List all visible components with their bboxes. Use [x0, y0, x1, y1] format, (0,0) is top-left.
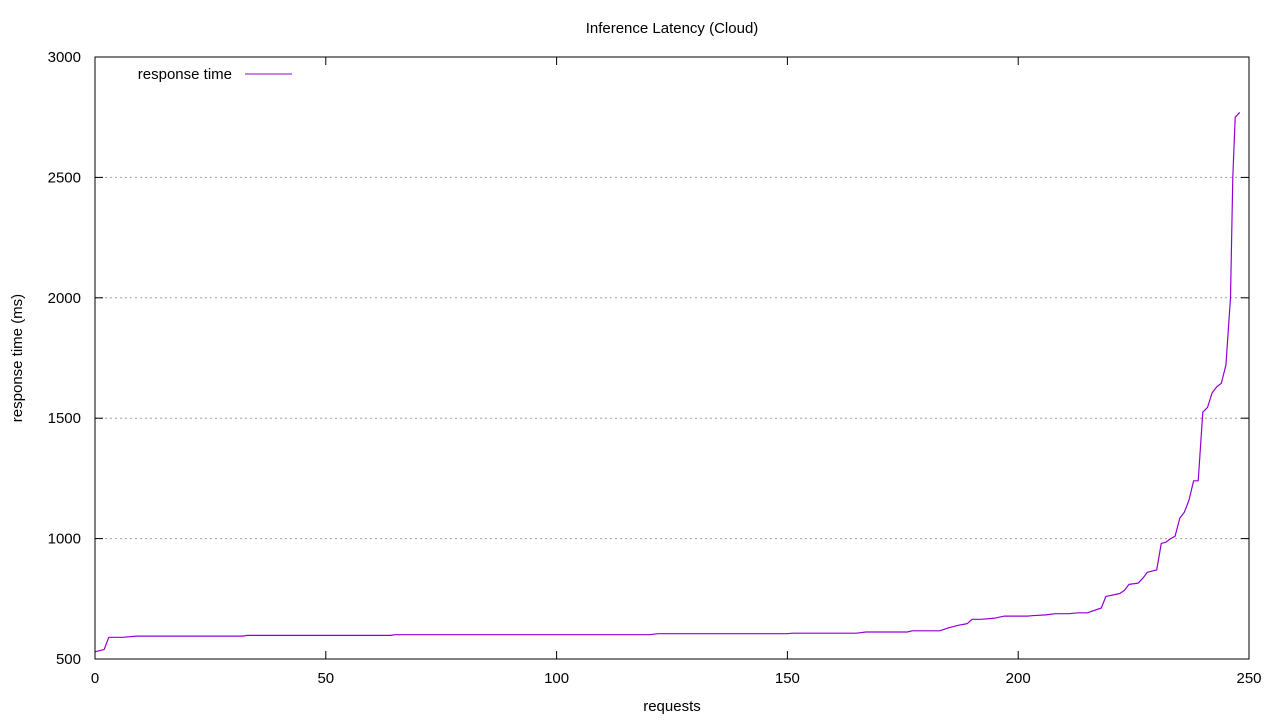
- series-layer: [94, 111, 1241, 653]
- y-tick-label: 2000: [48, 290, 81, 307]
- plot-frame: [94, 56, 1250, 660]
- x-axis-title: requests: [643, 698, 701, 715]
- legend: response time: [138, 66, 292, 83]
- x-tick-label: 100: [544, 670, 569, 687]
- chart-title: Inference Latency (Cloud): [586, 20, 759, 37]
- series-line-response-time: [94, 111, 1241, 653]
- x-tick-label: 200: [1006, 670, 1031, 687]
- y-tick-label: 500: [56, 651, 81, 668]
- x-tick-label: 50: [317, 670, 334, 687]
- legend-label: response time: [138, 66, 232, 83]
- y-axis-title: response time (ms): [9, 294, 26, 422]
- y-tick-label: 1000: [48, 531, 81, 548]
- y-tick-label: 2500: [48, 169, 81, 186]
- y-tick-label: 3000: [48, 49, 81, 66]
- x-tick-label: 150: [775, 670, 800, 687]
- x-tick-label: 0: [91, 670, 99, 687]
- x-tick-label: 250: [1236, 670, 1261, 687]
- y-tick-label: 1500: [48, 410, 81, 427]
- gridlines: [95, 176, 1249, 540]
- axis-ticks: 500 1000 1500 2000 2500 3000 0 50 100 150 200 250: [48, 49, 1262, 687]
